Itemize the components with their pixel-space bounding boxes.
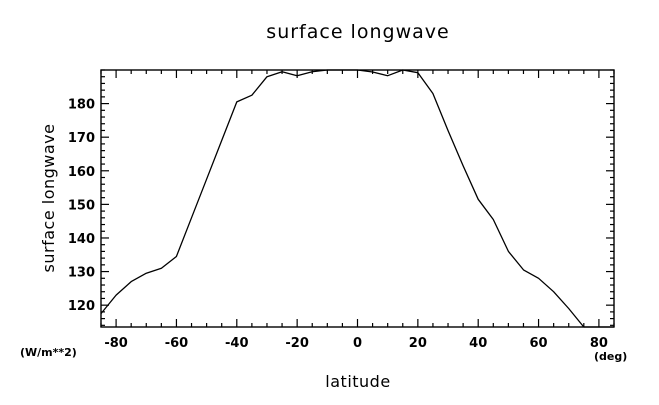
x-tick-label: -80: [104, 336, 128, 351]
x-tick-label: 60: [530, 336, 548, 351]
x-tick-label: -40: [225, 336, 249, 351]
y-unit-label: (W/m**2): [20, 346, 77, 359]
y-tick-label: 180: [68, 98, 95, 113]
y-tick-label: 150: [68, 198, 95, 213]
tick-labels: -80 -60 -40 -20 0 20 40 60 80 120 130 140 150 160 170 1…: [68, 98, 608, 351]
y-tick-label: 170: [68, 131, 95, 146]
axis-ticks: [100, 69, 615, 327]
y-tick-label: 160: [68, 165, 95, 180]
chart-title: surface longwave: [266, 21, 449, 43]
y-tick-label: 120: [68, 299, 95, 314]
plot-frame: [100, 69, 615, 328]
x-unit-label: (deg): [594, 350, 627, 363]
x-tick-label: 40: [469, 336, 487, 351]
y-axis-label: surface longwave: [39, 124, 58, 273]
x-axis-label: latitude: [325, 372, 390, 391]
x-tick-label: -20: [285, 336, 309, 351]
x-tick-label: 0: [353, 336, 362, 351]
series-line-surface-longwave: [100, 69, 614, 328]
x-tick-label: -60: [165, 336, 189, 351]
y-tick-label: 130: [68, 266, 95, 281]
y-tick-label: 140: [68, 232, 95, 247]
x-tick-label: 80: [590, 336, 608, 351]
x-tick-label: 20: [409, 336, 427, 351]
